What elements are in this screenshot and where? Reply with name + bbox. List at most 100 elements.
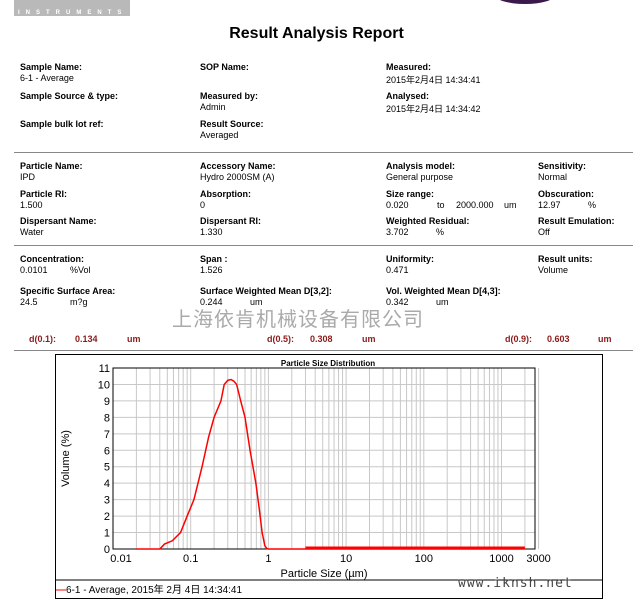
website-watermark: www.iknsh.net bbox=[458, 576, 573, 591]
field-value: 0.020 bbox=[386, 199, 409, 210]
y-axis-label: Volume (%) bbox=[60, 430, 72, 487]
field-value: Averaged bbox=[200, 130, 239, 140]
d-value-label: d(0.9): bbox=[505, 334, 532, 344]
field-label: Dispersant RI: bbox=[200, 216, 262, 226]
field-label: Uniformity: bbox=[386, 254, 434, 264]
y-tick-label: 2 bbox=[104, 511, 110, 523]
field-value: 2015年2月4日 14:34:41 bbox=[386, 75, 481, 85]
d-value-unit: um bbox=[598, 334, 612, 344]
field-label: Surface Weighted Mean D[3,2]: bbox=[200, 286, 332, 296]
field-label: Vol. Weighted Mean D[4,3]: bbox=[386, 286, 501, 296]
field-value: 1.330 bbox=[200, 227, 223, 237]
field-value: 12.97 bbox=[538, 199, 561, 210]
field-unit: % bbox=[436, 227, 445, 237]
field-value: 0.342 bbox=[386, 297, 409, 307]
field-value: Admin bbox=[200, 102, 226, 112]
y-tick-label: 0 bbox=[104, 544, 110, 556]
x-tick-label: 100 bbox=[415, 553, 433, 565]
d-value-value: 0.603 bbox=[547, 334, 570, 344]
y-tick-label: 4 bbox=[104, 478, 110, 490]
y-tick-label: 11 bbox=[99, 363, 110, 375]
x-tick-label: 1000 bbox=[489, 553, 513, 565]
field-unit: m?g bbox=[70, 297, 88, 307]
y-tick-label: 3 bbox=[104, 495, 110, 507]
logo-emblem bbox=[495, 0, 555, 4]
field-label: Particle RI: bbox=[20, 188, 68, 199]
field-label: Result Source: bbox=[200, 119, 264, 129]
field-unit: um bbox=[504, 199, 517, 210]
field-label: Sample Source & type: bbox=[20, 91, 119, 101]
d-value-value: 0.134 bbox=[75, 334, 98, 344]
y-tick-label: 8 bbox=[104, 412, 110, 424]
field-value: 0.471 bbox=[386, 265, 409, 275]
x-tick-label: 0.01 bbox=[110, 553, 131, 565]
field-label: Dispersant Name: bbox=[20, 216, 97, 226]
watermark: 上海依肯机械设备有限公司 bbox=[172, 309, 424, 331]
field-unit: um bbox=[250, 297, 263, 307]
d-value-label: d(0.1): bbox=[29, 334, 56, 344]
x-tick-label: 1 bbox=[265, 553, 271, 565]
y-tick-label: 7 bbox=[104, 429, 110, 441]
y-tick-label: 9 bbox=[104, 396, 110, 408]
field-value: Water bbox=[20, 227, 44, 237]
d-value-value: 0.308 bbox=[310, 334, 333, 344]
field-value: 0.244 bbox=[200, 297, 223, 307]
field-value: IPD bbox=[20, 172, 36, 182]
x-axis-label: Particle Size (µm) bbox=[280, 568, 367, 580]
field-label: Specific Surface Area: bbox=[20, 286, 116, 296]
field-label: Result Emulation: bbox=[538, 216, 615, 226]
plot-area bbox=[112, 367, 536, 550]
logo: INSTRUMENTS bbox=[14, 0, 130, 16]
field-value: to bbox=[437, 199, 445, 210]
chart-title: Particle Size Distribution bbox=[281, 359, 375, 368]
field-label: Analysed: bbox=[386, 91, 430, 101]
field-value: Normal bbox=[538, 172, 568, 182]
d-value-unit: um bbox=[127, 334, 141, 344]
d-value-label: d(0.5): bbox=[267, 334, 294, 344]
field-label: Sensitivity: bbox=[538, 161, 587, 171]
field-value: Hydro 2000SM (A) bbox=[200, 172, 275, 182]
y-tick-label: 5 bbox=[104, 462, 110, 474]
series-line bbox=[136, 378, 525, 550]
field-unit: % bbox=[588, 199, 597, 210]
field-unit: %Vol bbox=[70, 265, 91, 275]
divider bbox=[14, 152, 633, 153]
divider bbox=[14, 245, 633, 246]
field-label: Span : bbox=[200, 254, 228, 264]
field-label: Sample bulk lot ref: bbox=[20, 119, 104, 129]
legend-entry: 6-1 - Average, 2015年 2月 4日 14:34:41 bbox=[66, 583, 242, 596]
field-value: 3.702 bbox=[386, 227, 409, 237]
field-label: Measured by: bbox=[200, 91, 259, 101]
y-tick-label: 1 bbox=[104, 528, 110, 540]
y-tick-label: 10 bbox=[98, 379, 110, 391]
page-title: Result Analysis Report bbox=[229, 25, 404, 42]
field-label: Measured: bbox=[386, 62, 432, 72]
field-label: Particle Name: bbox=[20, 161, 83, 171]
field-label: Weighted Residual: bbox=[386, 216, 470, 226]
field-label: Absorption: bbox=[200, 188, 251, 199]
field-value: 1.500 bbox=[20, 199, 43, 210]
x-tick-label: 0.1 bbox=[183, 553, 198, 565]
field-label: Result units: bbox=[538, 254, 593, 264]
field-value: General purpose bbox=[386, 172, 454, 182]
field-value: Off bbox=[538, 227, 550, 237]
field-value: 6-1 - Average bbox=[20, 73, 74, 83]
field-label: Concentration: bbox=[20, 254, 84, 264]
field-value: Volume bbox=[538, 265, 569, 275]
field-value: 24.5 bbox=[20, 297, 38, 307]
field-label: Accessory Name: bbox=[200, 161, 276, 171]
d-value-unit: um bbox=[362, 334, 376, 344]
field-label: Obscuration: bbox=[538, 188, 595, 199]
chart-frame bbox=[55, 354, 603, 599]
field-value: 2015年2月4日 14:34:42 bbox=[386, 104, 481, 114]
field-value: 1.526 bbox=[200, 265, 223, 275]
x-tick-label: 10 bbox=[340, 553, 352, 565]
field-label: SOP Name: bbox=[200, 62, 249, 72]
divider bbox=[14, 350, 633, 351]
field-value: 2000.000 bbox=[456, 199, 494, 210]
field-label: Sample Name: bbox=[20, 62, 83, 72]
field-label: Size range: bbox=[386, 188, 435, 199]
field-unit: um bbox=[436, 297, 449, 307]
y-tick-label: 6 bbox=[104, 445, 110, 457]
x-tick-label: 3000 bbox=[526, 553, 550, 565]
